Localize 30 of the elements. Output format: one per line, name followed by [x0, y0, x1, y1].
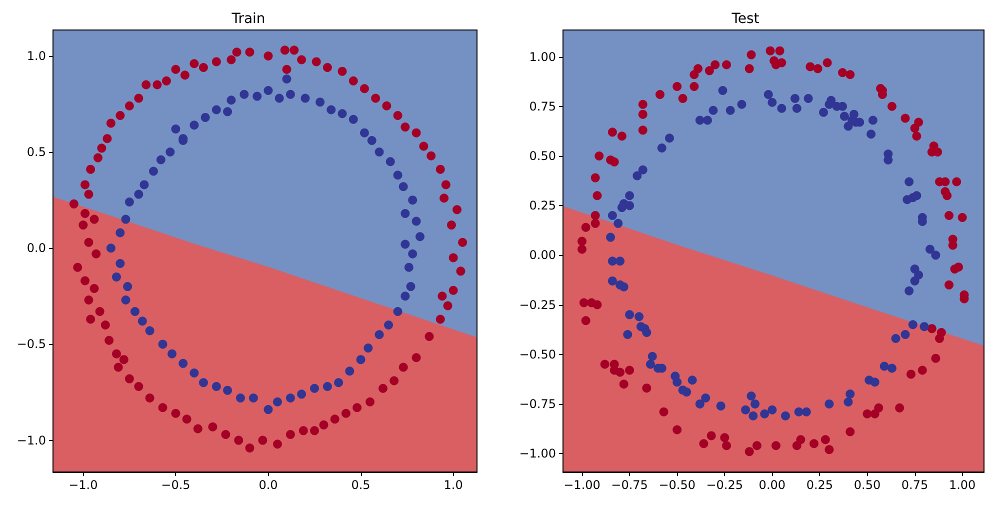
- y-tick-label: 0.5: [26, 145, 46, 160]
- x-tick-label: −1.00: [563, 478, 600, 492]
- y-tick-label: −1.00: [518, 446, 556, 461]
- y-tick-label: 1.00: [528, 50, 556, 64]
- x-tick-label: 0.0: [258, 478, 278, 492]
- x-tick-label: 0.00: [758, 478, 786, 492]
- y-tick-label: −1.0: [16, 433, 46, 448]
- y-tick-label: 0.25: [528, 198, 556, 213]
- x-tick-label: −0.50: [658, 478, 695, 492]
- x-tick-label: 0.75: [900, 478, 928, 492]
- chart-title: Test: [730, 11, 760, 27]
- y-tick-label: 0.75: [528, 99, 556, 114]
- y-tick-label: 0.50: [528, 148, 556, 163]
- y-tick-label: 0.00: [528, 248, 556, 262]
- x-tick-label: 0.50: [853, 478, 880, 492]
- y-tick-label: −0.25: [518, 298, 556, 312]
- y-tick-label: −0.5: [16, 337, 46, 352]
- x-tick-label: 0.25: [806, 478, 833, 492]
- y-tick-label: −0.75: [518, 396, 556, 411]
- x-tick-label: −0.25: [706, 478, 743, 492]
- x-tick-label: 1.00: [948, 478, 976, 492]
- x-tick-label: −1.0: [68, 478, 98, 492]
- y-tick-label: −0.50: [518, 347, 556, 362]
- x-tick-label: −0.75: [610, 478, 648, 492]
- x-tick-label: −0.5: [161, 478, 190, 492]
- x-tick-label: 0.5: [351, 478, 370, 492]
- y-tick-label: 1.0: [26, 48, 46, 63]
- y-tick-label: 0.0: [26, 241, 46, 256]
- x-tick-label: 1.0: [444, 478, 463, 492]
- chart-title: Train: [230, 11, 266, 27]
